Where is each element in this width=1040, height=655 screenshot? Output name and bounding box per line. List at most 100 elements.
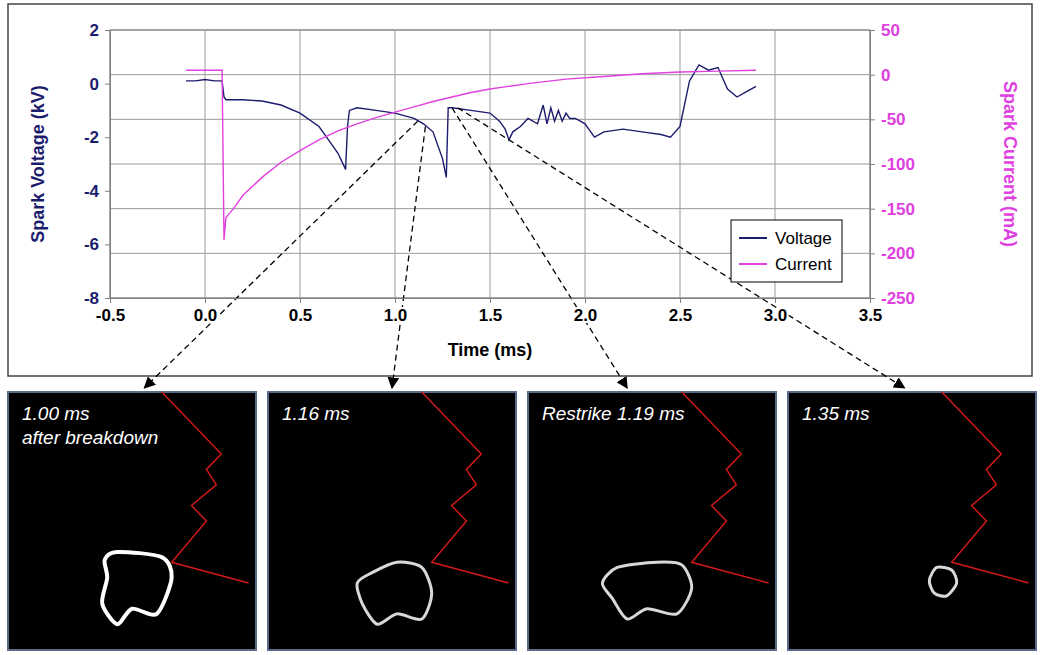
tick-mark <box>870 30 875 31</box>
tick-label: -250 <box>881 289 915 308</box>
axis-title: Spark Current (mA) <box>1000 81 1020 247</box>
tick-mark <box>680 298 681 303</box>
tick-mark <box>300 298 301 303</box>
tick-mark <box>490 298 491 303</box>
image-panel: 1.16 ms <box>268 392 516 650</box>
tick-mark <box>205 298 206 303</box>
tick: -200 <box>870 244 915 263</box>
tick-label: -200 <box>881 244 915 263</box>
series-line <box>186 70 756 240</box>
tick: -100 <box>870 155 915 174</box>
image-panels: 1.00 msafter breakdown 1.16 ms Restrike 1.… <box>8 392 1036 650</box>
tick-label: 0 <box>881 66 890 85</box>
tick-mark <box>870 298 875 299</box>
legend-item: Current <box>739 255 832 274</box>
tick-mark <box>395 298 396 303</box>
tick: 0 <box>90 75 110 94</box>
tick-mark <box>870 253 875 254</box>
tick-mark <box>105 84 110 85</box>
tick: -4 <box>84 182 110 201</box>
annotation-arrows <box>144 108 904 388</box>
panel-label: 1.35 ms <box>802 403 870 424</box>
legend-swatch <box>739 237 767 239</box>
grid-line <box>110 74 870 75</box>
image-panel: 1.35 ms <box>788 392 1036 650</box>
tick-label: -50 <box>881 110 906 129</box>
spark-channel <box>602 562 691 619</box>
panel-label: 1.00 msafter breakdown <box>22 403 158 448</box>
tick-label: -6 <box>84 235 99 254</box>
axis-title: Time (ms) <box>448 340 533 360</box>
tick: 2.0 <box>574 298 598 325</box>
tick: -0.5 <box>96 298 125 325</box>
spark-channel <box>357 562 432 624</box>
tick-mark <box>105 298 110 299</box>
tick-label: 1.0 <box>384 306 408 325</box>
tick: 0.0 <box>194 298 218 325</box>
panel-label: Restrike 1.19 ms <box>542 403 685 424</box>
grid-line <box>110 119 870 120</box>
tick-mark <box>870 119 875 120</box>
tick: 2 <box>90 21 110 40</box>
axis: -250 -200 -150 -100 -50 0 50 <box>870 21 915 308</box>
annotation-arrow <box>392 126 425 388</box>
tick-label: 2 <box>90 21 99 40</box>
tick-mark <box>105 191 110 192</box>
tick-label: -150 <box>881 200 915 219</box>
electrode-outline <box>422 392 509 583</box>
grid-line <box>110 164 870 165</box>
image-panel: 1.00 msafter breakdown <box>8 392 256 650</box>
tick-label: 0 <box>90 75 99 94</box>
tick: 1.0 <box>384 298 408 325</box>
series-line <box>186 65 756 178</box>
tick-mark <box>870 75 875 76</box>
tick-label: 0.5 <box>289 306 313 325</box>
tick-label: 0.0 <box>194 306 218 325</box>
tick-label: 50 <box>881 21 900 40</box>
tick-label: 2.5 <box>669 306 693 325</box>
legend-item: Voltage <box>739 229 832 248</box>
electrode-outline <box>682 392 769 583</box>
tick-mark <box>870 209 875 210</box>
tick-label: 2.0 <box>574 306 598 325</box>
spark-channel <box>929 567 956 596</box>
legend: Voltage Current <box>731 220 842 282</box>
panel-background <box>8 392 256 650</box>
tick-label: 1.5 <box>479 306 503 325</box>
tick-label: -100 <box>881 155 915 174</box>
tick-mark <box>775 298 776 303</box>
panel-label-line: 1.00 ms <box>22 403 90 424</box>
panel-background <box>788 392 1036 650</box>
chart-frame <box>8 4 1032 376</box>
panel-label-line: 1.16 ms <box>282 403 350 424</box>
tick: 3.0 <box>764 298 788 325</box>
tick: -250 <box>870 289 915 308</box>
panel-label-line: Restrike 1.19 ms <box>542 403 685 424</box>
tick-label: -4 <box>84 182 100 201</box>
tick: 1.5 <box>479 298 503 325</box>
axis-line <box>871 31 876 299</box>
panel-label-line: 1.35 ms <box>802 403 870 424</box>
panel-background <box>268 392 516 650</box>
tick-mark <box>870 164 875 165</box>
panel-label: 1.16 ms <box>282 403 350 424</box>
tick-label: -0.5 <box>96 306 125 325</box>
panel-background <box>528 392 776 650</box>
axis-line <box>111 299 871 304</box>
tick: -2 <box>84 128 110 147</box>
axis-line <box>105 31 111 299</box>
tick: 2.5 <box>669 298 693 325</box>
annotation-arrow <box>144 121 417 388</box>
legend-label: Voltage <box>775 229 832 248</box>
tick: 0 <box>870 66 890 85</box>
tick: 50 <box>870 21 900 40</box>
tick-label: -2 <box>84 128 99 147</box>
axis-title: Spark Voltage (kV) <box>28 85 48 243</box>
tick: 3.5 <box>859 298 883 325</box>
tick: -6 <box>84 235 110 254</box>
legend-box <box>731 220 842 282</box>
electrode-outline <box>162 392 249 583</box>
plot-area <box>186 65 756 240</box>
tick-label: 3.0 <box>764 306 788 325</box>
legend-label: Current <box>775 255 832 274</box>
